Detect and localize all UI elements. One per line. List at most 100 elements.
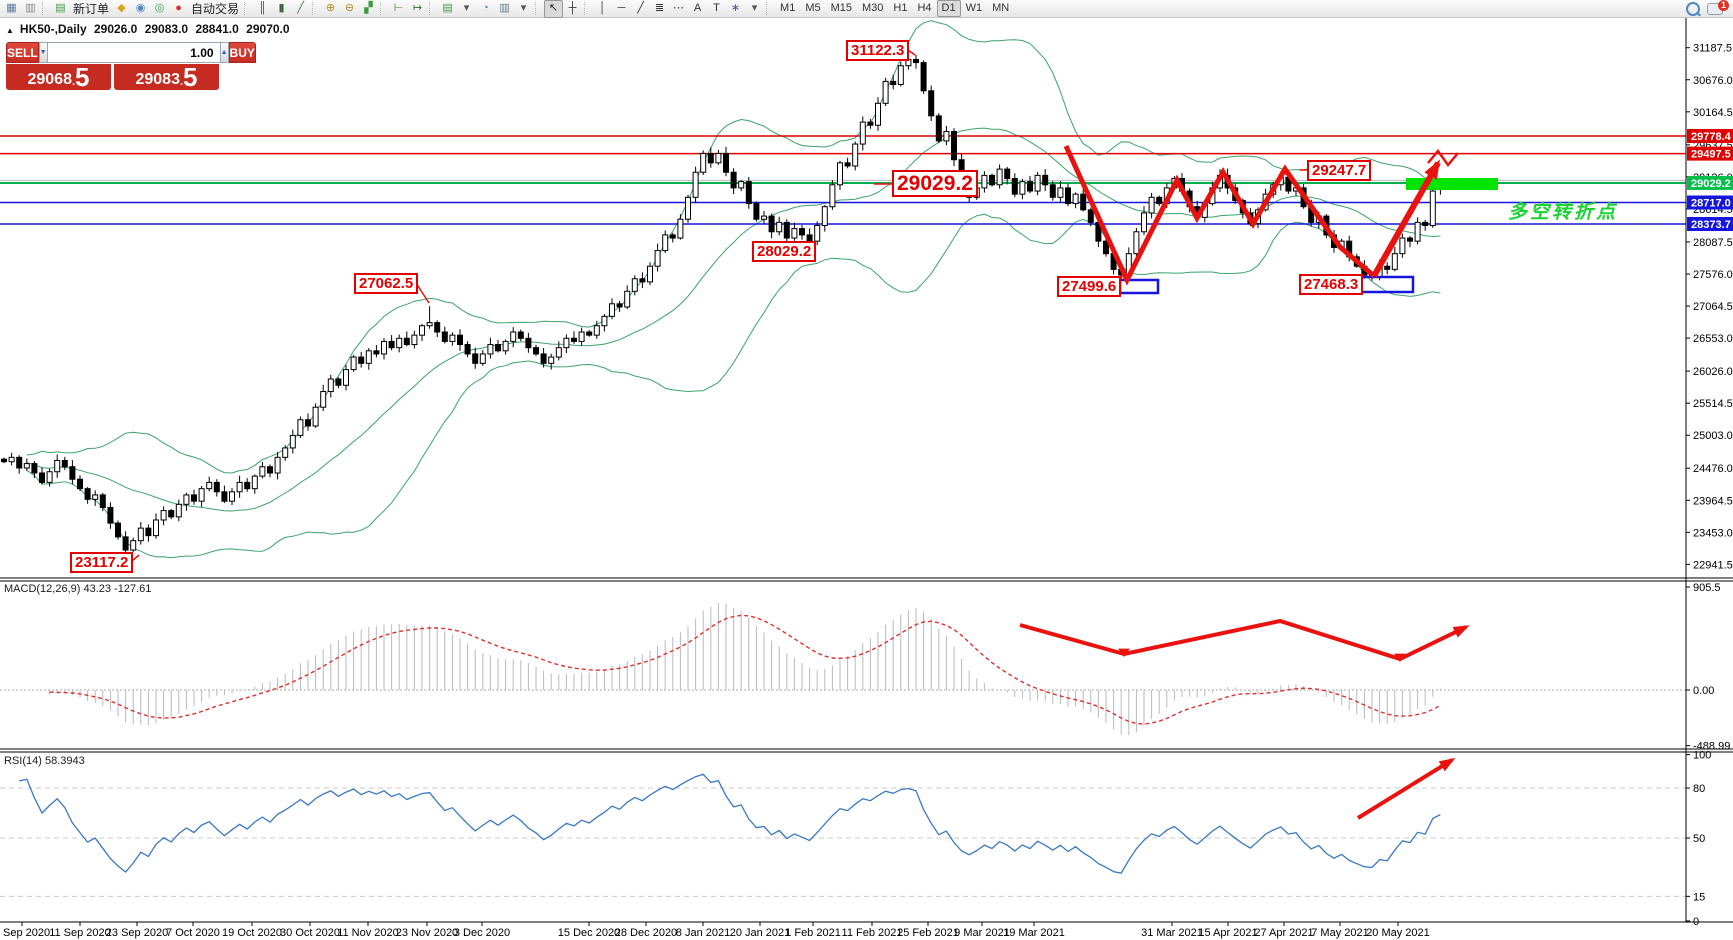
signals-icon[interactable]: ◎	[154, 1, 165, 14]
bar-chart-icon[interactable]: ║	[258, 1, 267, 14]
svg-text:80: 80	[1693, 783, 1705, 795]
svg-text:30 Oct 2020: 30 Oct 2020	[280, 927, 340, 939]
timeframe-m1[interactable]: M1	[780, 2, 796, 14]
text-icon[interactable]: A	[693, 1, 702, 14]
price-badge	[1687, 195, 1733, 210]
timeframe-m5[interactable]: M5	[805, 2, 821, 14]
svg-text:100: 100	[1693, 750, 1711, 762]
dropdown-arrow-icon[interactable]: ▾	[751, 1, 758, 14]
timeframe-h1[interactable]: H1	[893, 2, 908, 14]
bull-bear-pivot-note: 多空转折点	[1508, 202, 1619, 223]
volume-decrease-button[interactable]: ▼	[38, 42, 48, 63]
bollinger-bands	[26, 20, 1441, 559]
buy-button[interactable]: BUY	[228, 42, 256, 63]
svg-text:15 Dec 2020: 15 Dec 2020	[558, 927, 620, 939]
svg-text:11 Feb 2021: 11 Feb 2021	[842, 927, 903, 939]
main-squiggle	[1427, 148, 1459, 168]
svg-text:7 May 2021: 7 May 2021	[1311, 927, 1368, 939]
fibonacci-icon[interactable]: ≣	[654, 1, 665, 14]
new-order-icon[interactable]: ▤	[55, 1, 66, 14]
community-icon[interactable]: ◉	[135, 1, 146, 14]
chart-shift-icon[interactable]: ↦	[412, 1, 423, 14]
svg-text:3 Dec 2020: 3 Dec 2020	[454, 927, 510, 939]
svg-text:28 Dec 2020: 28 Dec 2020	[615, 927, 677, 939]
fibonacci-expansion-icon[interactable]: ⋯	[673, 1, 685, 14]
svg-text:27 Apr 2021: 27 Apr 2021	[1254, 927, 1313, 939]
price-annotation-label: 28029.2	[752, 241, 817, 262]
price-annotation-label: 29247.7	[1307, 160, 1372, 181]
price-annotation-label: 27468.3	[1299, 274, 1364, 295]
svg-text:29778.4: 29778.4	[1691, 131, 1732, 143]
rsi-line	[19, 773, 1441, 874]
cursor-icon[interactable]: ↖	[544, 0, 564, 18]
svg-text:11 Nov 2020: 11 Nov 2020	[337, 927, 399, 939]
notification-badge: 1	[1718, 0, 1729, 11]
arrows-icon[interactable]: ∗	[730, 1, 741, 14]
buy-price-dot: .	[179, 76, 184, 88]
add-indicator-icon[interactable]: ▤	[442, 1, 453, 14]
text-label-icon[interactable]: T	[713, 1, 720, 14]
one-click-trading-panel: SELL ▼ ▲ BUY 29068.5 29083.5	[6, 42, 256, 90]
horizontal-line-icon[interactable]: ─	[617, 1, 626, 14]
zoom-in-icon[interactable]: ⊕	[325, 1, 336, 14]
auto-scroll-icon[interactable]: ⊢	[393, 1, 404, 14]
price-annotation-label: 27499.6	[1057, 276, 1122, 297]
svg-text:25003.0: 25003.0	[1693, 430, 1733, 442]
svg-text:23 Sep 2020: 23 Sep 2020	[106, 927, 168, 939]
volume-input[interactable]	[47, 42, 220, 63]
toolbar-separator	[380, 2, 387, 15]
timeframe-m15[interactable]: M15	[830, 2, 852, 14]
green-highlight-zone	[1406, 178, 1498, 190]
svg-text:0.00: 0.00	[1693, 685, 1714, 697]
timeframe-m30[interactable]: M30	[862, 2, 884, 14]
chat-icon[interactable]: 1	[1707, 0, 1729, 15]
buy-price[interactable]: 29083. 5	[114, 64, 219, 90]
symbol-period: HK50-,Daily	[19, 22, 87, 36]
timeframe-h4[interactable]: H4	[917, 2, 932, 14]
sell-button[interactable]: SELL	[6, 42, 39, 63]
gold-icon[interactable]: ◆	[117, 1, 126, 14]
svg-text:15 Apr 2021: 15 Apr 2021	[1198, 927, 1257, 939]
svg-text:30164.5: 30164.5	[1693, 107, 1733, 119]
rsi-arrow	[1356, 758, 1454, 820]
dropdown-arrow-icon[interactable]: ▾	[463, 1, 470, 14]
volume-increase-button[interactable]: ▲	[219, 42, 229, 63]
auto-trading-icon[interactable]: ●	[175, 1, 182, 14]
svg-text:19 Oct 2020: 19 Oct 2020	[222, 927, 282, 939]
new-order-button[interactable]: 新订单	[73, 2, 110, 16]
price-annotation-label: 29029.2	[892, 170, 978, 197]
timeframe-w1[interactable]: W1	[965, 2, 983, 14]
tile-windows-icon[interactable]: ▞	[364, 1, 373, 14]
search-icon[interactable]	[1686, 1, 1700, 16]
zoom-out-icon[interactable]: ⊖	[344, 1, 355, 14]
dropdown-arrow-icon[interactable]: ▾	[520, 1, 527, 14]
toolbar-separator	[244, 2, 251, 15]
auto-trading-button[interactable]: 自动交易	[191, 2, 240, 16]
svg-text:1 Feb 2021: 1 Feb 2021	[785, 927, 841, 939]
sell-price[interactable]: 29068. 5	[6, 64, 111, 90]
period-clock-icon[interactable]: ◔	[482, 1, 489, 14]
template-icon[interactable]: ▥	[499, 1, 510, 14]
ohlc-close: 29070.0	[246, 22, 290, 36]
rsi-indicator-label: RSI(14) 58.3943	[4, 755, 85, 767]
svg-text:25514.5: 25514.5	[1693, 398, 1733, 410]
crosshair-icon[interactable]: ┼	[568, 1, 577, 14]
macd-indicator-label: MACD(12,26,9) 43.23 -127.61	[4, 583, 152, 595]
annotations	[131, 49, 1498, 820]
chart-window-icon[interactable]: ▦	[6, 1, 17, 14]
candlestick-chart-icon[interactable]: ▮	[278, 1, 285, 14]
toolbar: ▦ ▥ ▤ 新订单 ◆ ◉ ◎ ● 自动交易 ║ ▮ ╱ ⊕ ⊖ ▞ ⊢ ↦ ▤ ▾ ◔ ▥ ▾ ↖ ┼ │ ─ ╱ ≣ ⋯ A T ∗ ▾ M1…	[0, 0, 1733, 18]
svg-text:1 Sep 2020: 1 Sep 2020	[0, 927, 50, 939]
svg-text:30676.0: 30676.0	[1693, 75, 1733, 87]
axis-frame	[0, 18, 1733, 923]
trendline-icon[interactable]: ╱	[637, 1, 644, 14]
print-preview-icon[interactable]: ▥	[25, 1, 36, 14]
timeframe-mn[interactable]: MN	[992, 2, 1010, 14]
svg-text:50: 50	[1693, 833, 1705, 845]
timeframe-d1[interactable]: D1	[936, 0, 961, 17]
collapse-triangle-icon[interactable]: ▲	[6, 26, 14, 35]
vertical-line-icon[interactable]: │	[599, 1, 606, 14]
sell-price-main: 29068	[27, 71, 72, 88]
line-chart-icon[interactable]: ╱	[297, 1, 304, 14]
